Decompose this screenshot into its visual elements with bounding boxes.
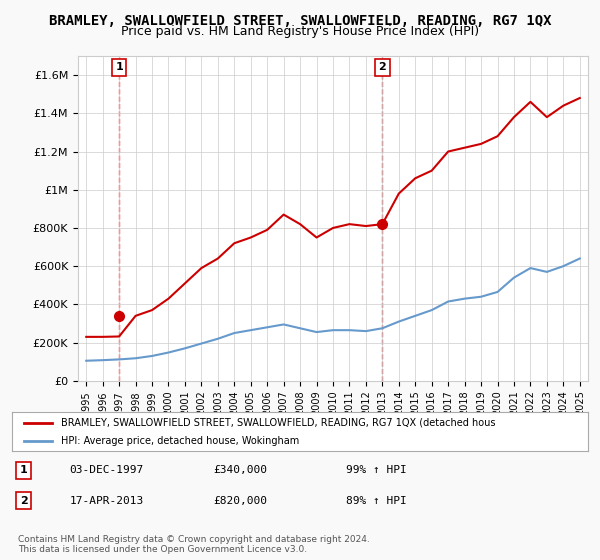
- Text: 89% ↑ HPI: 89% ↑ HPI: [346, 496, 407, 506]
- Text: Contains HM Land Registry data © Crown copyright and database right 2024.
This d: Contains HM Land Registry data © Crown c…: [18, 535, 370, 554]
- Text: £820,000: £820,000: [214, 496, 268, 506]
- Text: 99% ↑ HPI: 99% ↑ HPI: [346, 465, 407, 475]
- Text: HPI: Average price, detached house, Wokingham: HPI: Average price, detached house, Woki…: [61, 436, 299, 446]
- Text: 1: 1: [20, 465, 28, 475]
- Text: BRAMLEY, SWALLOWFIELD STREET, SWALLOWFIELD, READING, RG7 1QX (detached hous: BRAMLEY, SWALLOWFIELD STREET, SWALLOWFIE…: [61, 418, 496, 428]
- Text: 03-DEC-1997: 03-DEC-1997: [70, 465, 144, 475]
- Text: Price paid vs. HM Land Registry's House Price Index (HPI): Price paid vs. HM Land Registry's House …: [121, 25, 479, 38]
- Text: 2: 2: [20, 496, 28, 506]
- Text: £340,000: £340,000: [214, 465, 268, 475]
- Text: 2: 2: [379, 63, 386, 72]
- Text: 17-APR-2013: 17-APR-2013: [70, 496, 144, 506]
- Text: 1: 1: [115, 63, 123, 72]
- Text: BRAMLEY, SWALLOWFIELD STREET, SWALLOWFIELD, READING, RG7 1QX: BRAMLEY, SWALLOWFIELD STREET, SWALLOWFIE…: [49, 14, 551, 28]
